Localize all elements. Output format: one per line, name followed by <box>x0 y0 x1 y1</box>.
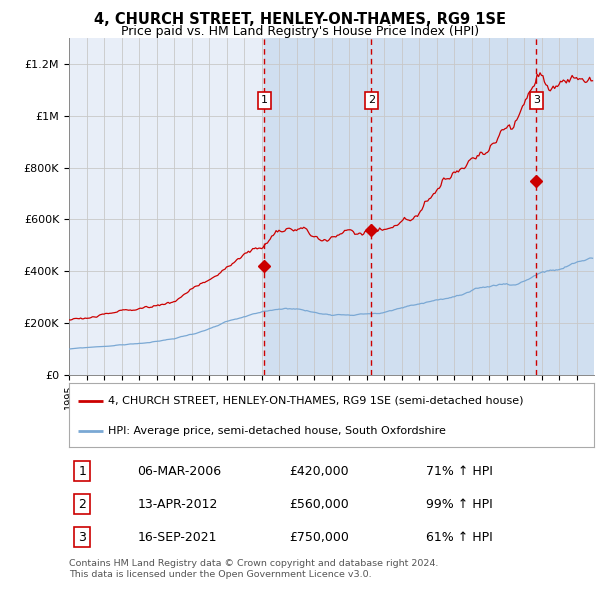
Text: Contains HM Land Registry data © Crown copyright and database right 2024.: Contains HM Land Registry data © Crown c… <box>69 559 439 568</box>
Text: 3: 3 <box>533 96 540 106</box>
Text: 1: 1 <box>261 96 268 106</box>
Text: £420,000: £420,000 <box>290 464 349 478</box>
Bar <box>265 38 371 375</box>
Bar <box>536 38 594 375</box>
Text: 99% ↑ HPI: 99% ↑ HPI <box>426 497 493 511</box>
Text: HPI: Average price, semi-detached house, South Oxfordshire: HPI: Average price, semi-detached house,… <box>109 426 446 435</box>
Text: 4, CHURCH STREET, HENLEY-ON-THAMES, RG9 1SE: 4, CHURCH STREET, HENLEY-ON-THAMES, RG9 … <box>94 12 506 27</box>
Text: 4, CHURCH STREET, HENLEY-ON-THAMES, RG9 1SE (semi-detached house): 4, CHURCH STREET, HENLEY-ON-THAMES, RG9 … <box>109 396 524 406</box>
Text: 71% ↑ HPI: 71% ↑ HPI <box>426 464 493 478</box>
Text: Price paid vs. HM Land Registry's House Price Index (HPI): Price paid vs. HM Land Registry's House … <box>121 25 479 38</box>
Text: 06-MAR-2006: 06-MAR-2006 <box>137 464 221 478</box>
Bar <box>371 38 536 375</box>
Text: 1: 1 <box>78 464 86 478</box>
Text: 16-SEP-2021: 16-SEP-2021 <box>137 530 217 544</box>
Text: £750,000: £750,000 <box>290 530 349 544</box>
Text: This data is licensed under the Open Government Licence v3.0.: This data is licensed under the Open Gov… <box>69 570 371 579</box>
Text: 2: 2 <box>78 497 86 511</box>
Text: £560,000: £560,000 <box>290 497 349 511</box>
Text: 13-APR-2012: 13-APR-2012 <box>137 497 218 511</box>
Text: 2: 2 <box>368 96 375 106</box>
Text: 61% ↑ HPI: 61% ↑ HPI <box>426 530 493 544</box>
Text: 3: 3 <box>78 530 86 544</box>
